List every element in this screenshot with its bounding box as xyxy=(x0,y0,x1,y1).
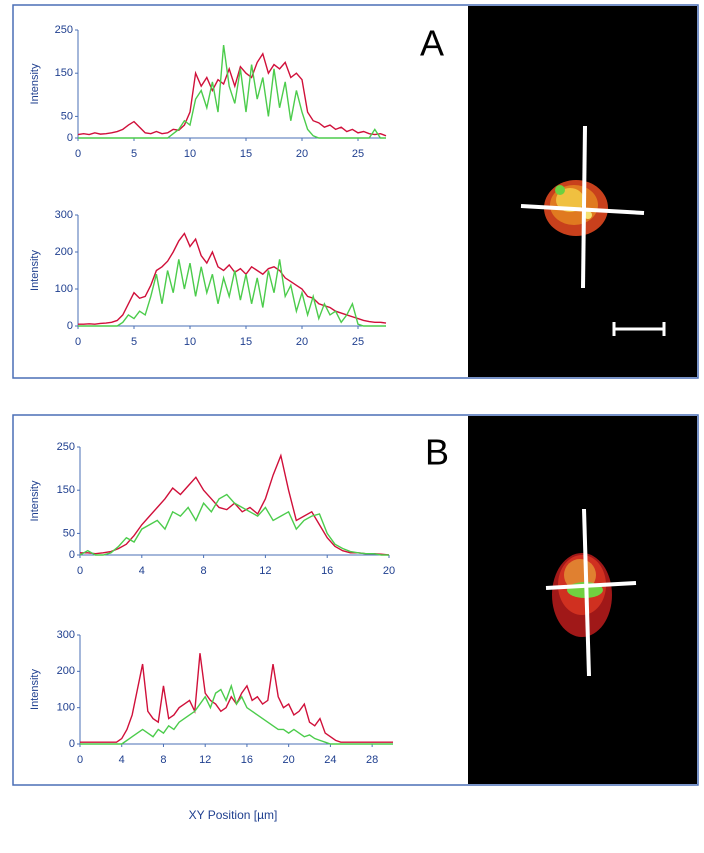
y-tick-label: 150 xyxy=(57,484,75,496)
y-tick-label: 0 xyxy=(67,132,73,144)
data-line xyxy=(80,683,393,745)
x-tick-label: 20 xyxy=(383,565,395,577)
y-axis-label: Intensity xyxy=(29,669,41,710)
panel-label: A xyxy=(420,23,444,64)
y-axis-label: Intensity xyxy=(29,480,41,521)
x-tick-label: 8 xyxy=(160,754,166,766)
y-tick-label: 200 xyxy=(57,665,75,677)
y-axis-label: Intensity xyxy=(29,63,41,104)
y-tick-label: 0 xyxy=(69,738,75,750)
profile-line xyxy=(545,581,637,590)
y-tick-label: 150 xyxy=(55,67,73,79)
data-line xyxy=(79,493,389,556)
x-tick-label: 5 xyxy=(131,336,137,348)
x-tick-label: 12 xyxy=(199,754,211,766)
x-tick-label: 20 xyxy=(296,336,308,348)
x-tick-label: 0 xyxy=(75,336,81,348)
scale-bar xyxy=(612,322,666,336)
x-tick-label: 25 xyxy=(352,336,364,348)
x-tick-label: 25 xyxy=(352,148,364,160)
x-tick-label: 0 xyxy=(75,148,81,160)
cell-image xyxy=(552,553,612,637)
x-tick-label: 4 xyxy=(139,565,145,577)
x-tick-label: 0 xyxy=(77,754,83,766)
y-tick-label: 250 xyxy=(57,441,75,453)
y-axis-label: Intensity xyxy=(29,250,41,291)
x-tick-label: 20 xyxy=(296,148,308,160)
y-tick-label: 50 xyxy=(61,110,73,122)
profile-line xyxy=(581,125,587,289)
x-tick-label: 5 xyxy=(131,148,137,160)
y-tick-label: 0 xyxy=(69,549,75,561)
y-tick-label: 250 xyxy=(55,24,73,36)
panel-label: B xyxy=(425,432,449,473)
x-tick-label: 8 xyxy=(201,565,207,577)
y-tick-label: 100 xyxy=(57,702,75,714)
y-tick-label: 300 xyxy=(57,629,75,641)
y-tick-label: 200 xyxy=(55,246,73,258)
profile-line xyxy=(520,204,645,215)
y-tick-label: 300 xyxy=(55,209,73,221)
data-line xyxy=(78,259,386,327)
data-line xyxy=(77,52,387,137)
x-tick-label: 16 xyxy=(321,565,333,577)
x-tick-label: 15 xyxy=(240,336,252,348)
x-tick-label: 28 xyxy=(366,754,378,766)
x-tick-label: 15 xyxy=(240,148,252,160)
y-tick-label: 50 xyxy=(63,527,75,539)
x-axis-label: XY Position [µm] xyxy=(189,808,278,822)
x-tick-label: 10 xyxy=(184,336,196,348)
data-line xyxy=(78,232,387,325)
x-tick-label: 4 xyxy=(119,754,125,766)
x-tick-label: 24 xyxy=(324,754,336,766)
x-tick-label: 16 xyxy=(241,754,253,766)
y-tick-label: 0 xyxy=(67,320,73,332)
x-tick-label: 0 xyxy=(77,565,83,577)
x-tick-label: 10 xyxy=(184,148,196,160)
y-tick-label: 100 xyxy=(55,283,73,295)
x-tick-label: 12 xyxy=(259,565,271,577)
profile-line xyxy=(582,508,591,677)
x-tick-label: 20 xyxy=(283,754,295,766)
data-line xyxy=(78,45,386,139)
